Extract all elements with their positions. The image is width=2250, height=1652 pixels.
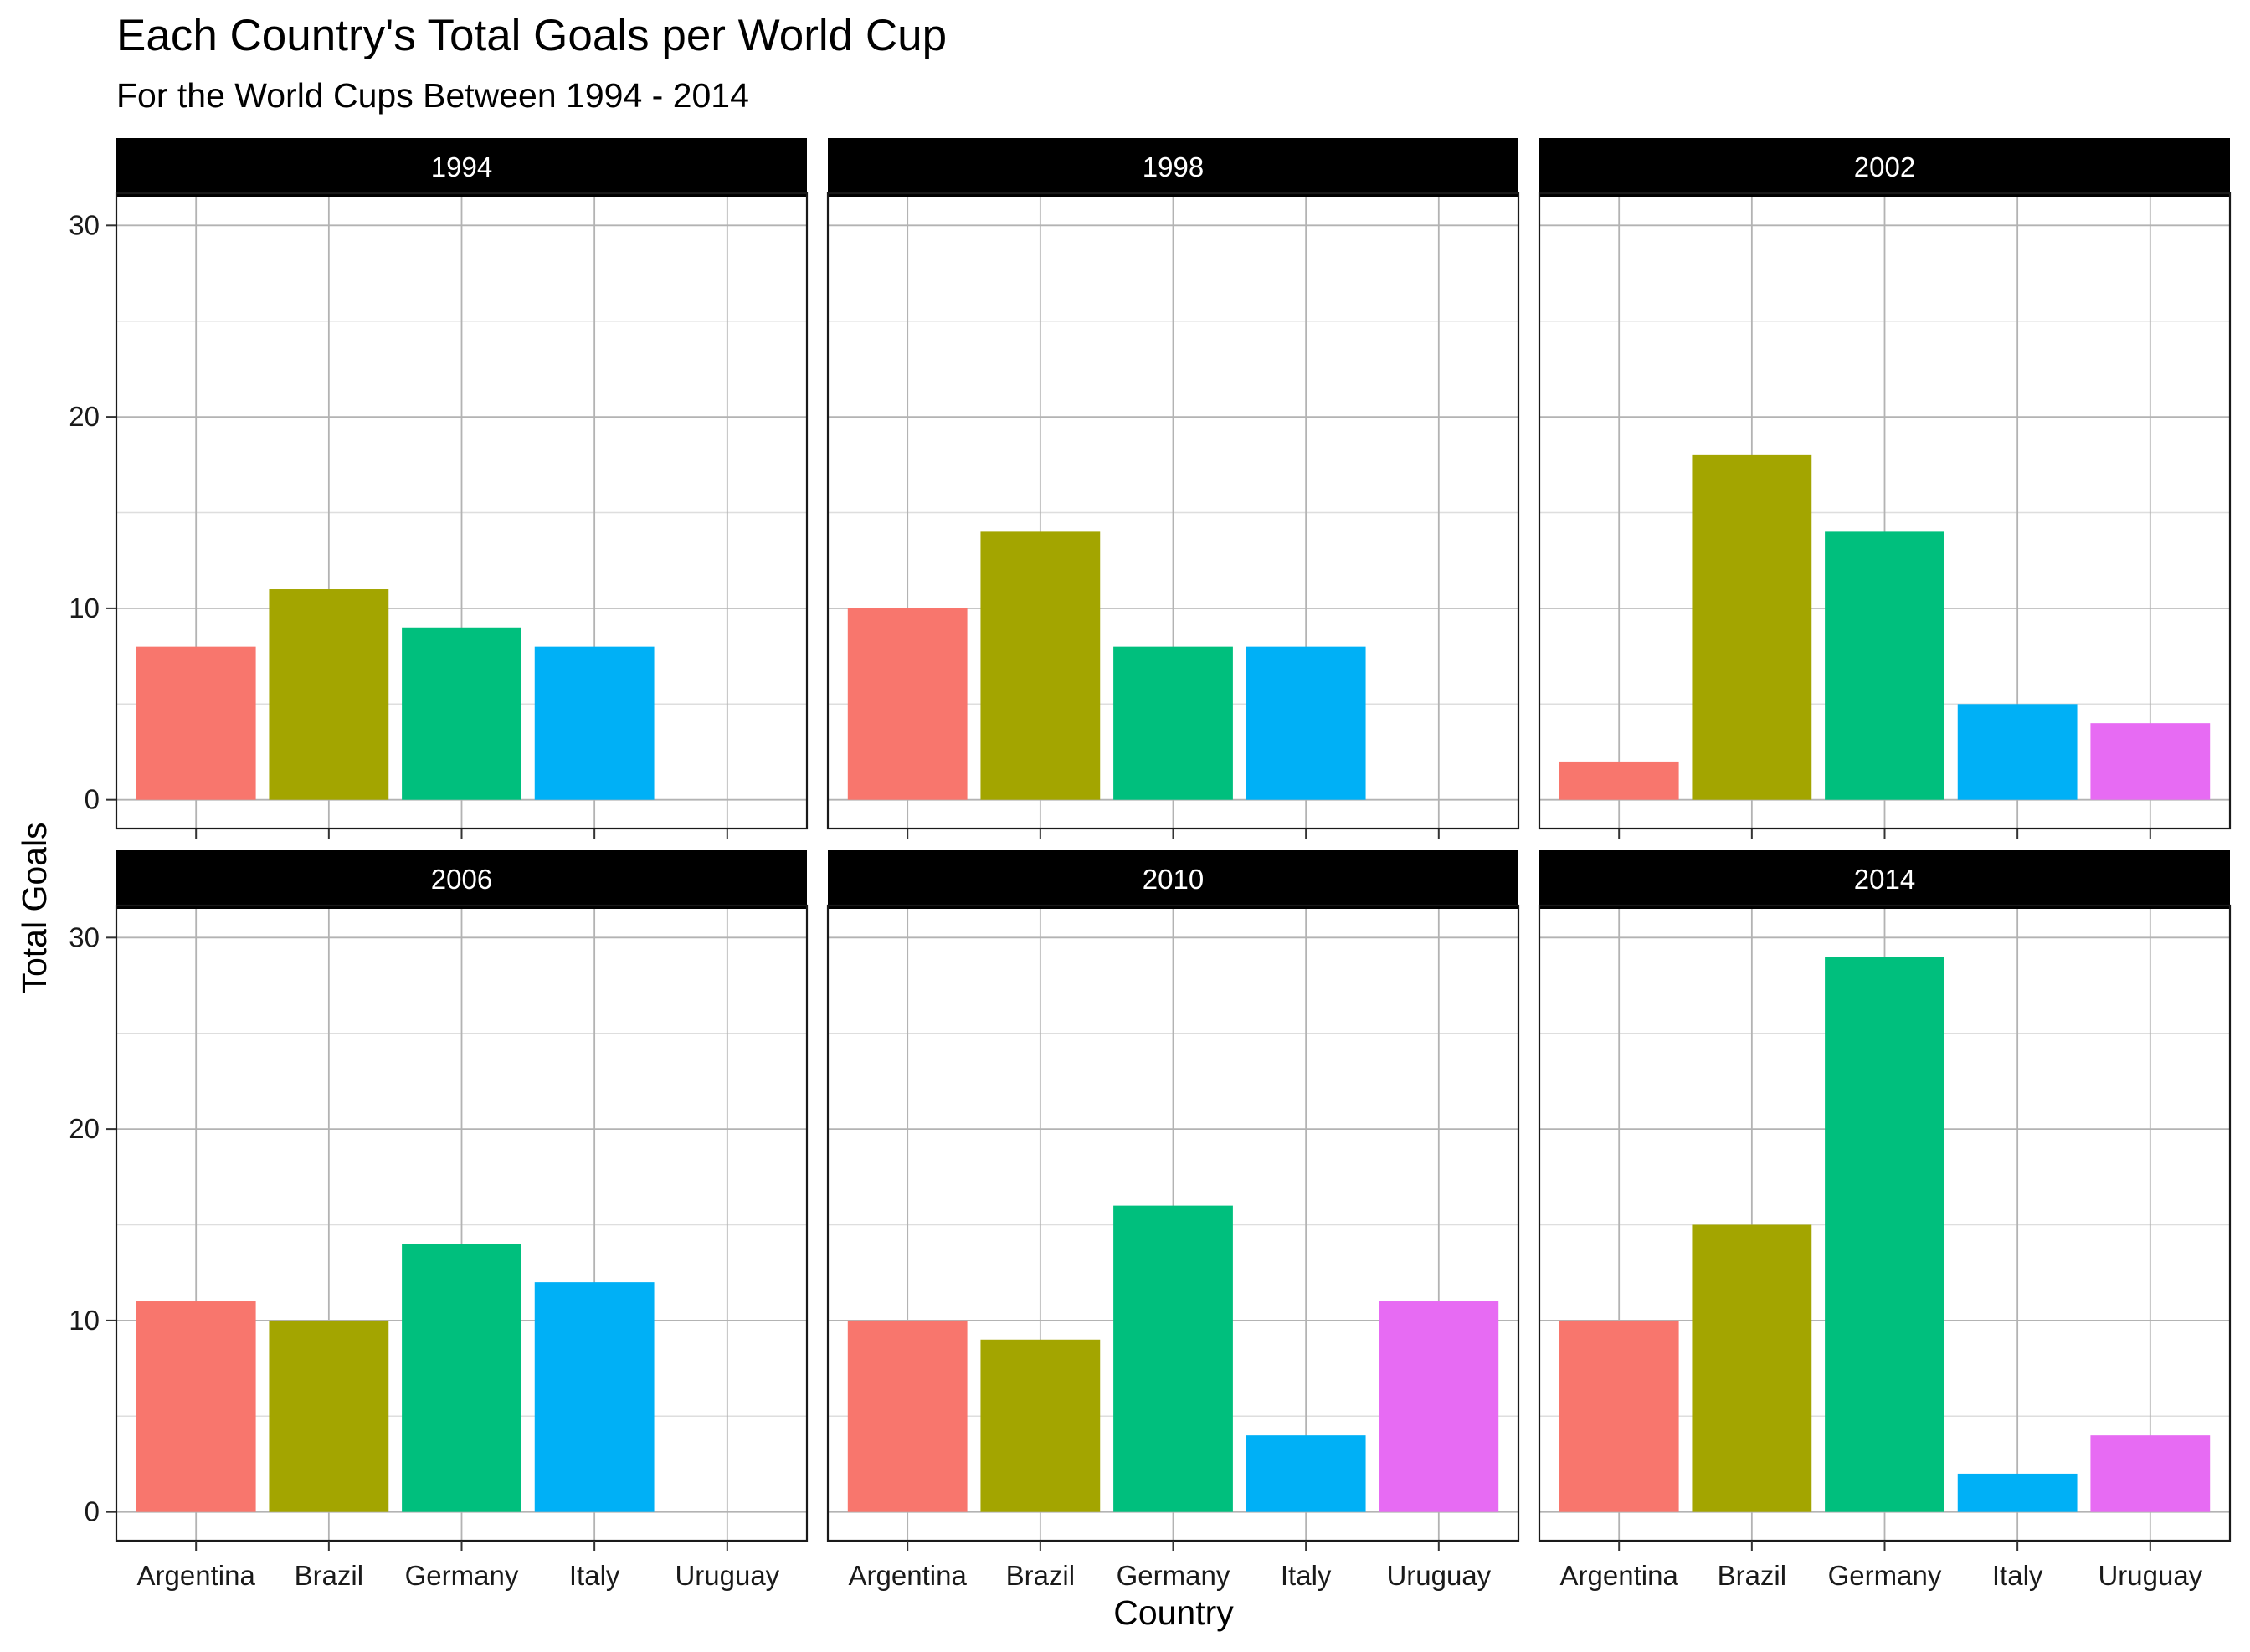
bar-argentina bbox=[1559, 761, 1679, 800]
x-tick-label: Uruguay bbox=[2098, 1560, 2202, 1591]
bar-germany bbox=[402, 1244, 521, 1512]
y-tick-label: 0 bbox=[85, 784, 100, 815]
y-tick-label: 10 bbox=[69, 1305, 100, 1336]
bar-italy bbox=[1246, 1435, 1366, 1512]
bar-germany bbox=[402, 627, 521, 800]
facet-strip-label: 2014 bbox=[1854, 864, 1915, 895]
bar-germany bbox=[1825, 957, 1944, 1512]
facet-strip-2002 bbox=[1539, 138, 2230, 197]
chart-title: Each Country's Total Goals per World Cup bbox=[116, 11, 947, 60]
facet-panels: 1994 0 10 20 30 1998 2002 2006 0 10 20 30 Argentina B… bbox=[69, 138, 2232, 1591]
x-tick-label: Brazil bbox=[1718, 1560, 1787, 1591]
y-tick-label: 20 bbox=[69, 401, 100, 432]
x-tick-label: Germany bbox=[1117, 1560, 1230, 1591]
x-tick-label: Argentina bbox=[1560, 1560, 1679, 1591]
facet-panel-1998: 1998 bbox=[826, 138, 1520, 839]
y-tick-label: 30 bbox=[69, 921, 100, 952]
x-tick-label: Argentina bbox=[849, 1560, 968, 1591]
facet-strip-2010 bbox=[828, 850, 1518, 909]
bar-brazil bbox=[269, 589, 389, 800]
facet-panel-2010: 2010 Argentina Brazil Germany Italy Uruguay bbox=[826, 850, 1520, 1591]
y-tick-label: 10 bbox=[69, 593, 100, 623]
x-tick-label: Italy bbox=[1281, 1560, 1332, 1591]
chart-subtitle: For the World Cups Between 1994 - 2014 bbox=[116, 76, 749, 115]
bar-argentina bbox=[136, 646, 256, 800]
facet-panel-2014: 2014 Argentina Brazil Germany Italy Uruguay bbox=[1538, 850, 2232, 1591]
facet-panel-2006: 2006 0 10 20 30 Argentina Brazil Germany Italy Ur… bbox=[69, 850, 809, 1591]
x-tick-label: Brazil bbox=[1006, 1560, 1076, 1591]
y-tick-label: 20 bbox=[69, 1113, 100, 1144]
bar-italy bbox=[534, 646, 655, 800]
x-tick-label: Italy bbox=[1992, 1560, 2043, 1591]
bar-germany bbox=[1113, 1205, 1233, 1512]
bar-brazil bbox=[1692, 1224, 1812, 1512]
bar-germany bbox=[1825, 531, 1944, 800]
bar-argentina bbox=[136, 1301, 256, 1512]
y-axis-title: Total Goals bbox=[15, 822, 54, 993]
facet-strip-2006 bbox=[116, 850, 807, 909]
bar-uruguay bbox=[1379, 1301, 1499, 1512]
y-tick-label: 0 bbox=[85, 1496, 100, 1527]
bar-italy bbox=[1957, 1473, 2078, 1512]
x-tick-label: Uruguay bbox=[675, 1560, 779, 1591]
bar-italy bbox=[1246, 646, 1366, 800]
y-tick-label: 30 bbox=[69, 209, 100, 240]
x-tick-label: Argentina bbox=[137, 1560, 256, 1591]
facet-panel-2002: 2002 bbox=[1538, 138, 2232, 839]
facet-strip-2014 bbox=[1539, 850, 2230, 909]
bar-italy bbox=[1957, 704, 2078, 800]
x-tick-label: Uruguay bbox=[1386, 1560, 1491, 1591]
facet-strip-label: 2002 bbox=[1854, 151, 1915, 182]
facet-strip-1994 bbox=[116, 138, 807, 197]
bar-uruguay bbox=[2090, 1435, 2211, 1512]
x-tick-label: Germany bbox=[405, 1560, 519, 1591]
facet-strip-label: 2006 bbox=[431, 864, 492, 895]
bar-argentina bbox=[1559, 1320, 1679, 1512]
facet-strip-1998 bbox=[828, 138, 1518, 197]
bar-brazil bbox=[980, 531, 1101, 800]
x-tick-label: Germany bbox=[1828, 1560, 1942, 1591]
bar-brazil bbox=[1692, 454, 1812, 800]
bar-germany bbox=[1113, 646, 1233, 800]
bar-brazil bbox=[980, 1339, 1101, 1512]
x-tick-label: Italy bbox=[569, 1560, 620, 1591]
bar-argentina bbox=[847, 1320, 968, 1512]
bar-brazil bbox=[269, 1320, 389, 1512]
bar-uruguay bbox=[2090, 723, 2211, 800]
bar-argentina bbox=[847, 608, 968, 800]
facet-strip-label: 1998 bbox=[1143, 151, 1204, 182]
x-tick-label: Brazil bbox=[295, 1560, 364, 1591]
bar-italy bbox=[534, 1282, 655, 1512]
x-axis-title: Country bbox=[1113, 1593, 1234, 1632]
facet-panel-1994: 1994 0 10 20 30 bbox=[69, 138, 809, 839]
facet-strip-label: 1994 bbox=[431, 151, 492, 182]
facet-strip-label: 2010 bbox=[1143, 864, 1204, 895]
